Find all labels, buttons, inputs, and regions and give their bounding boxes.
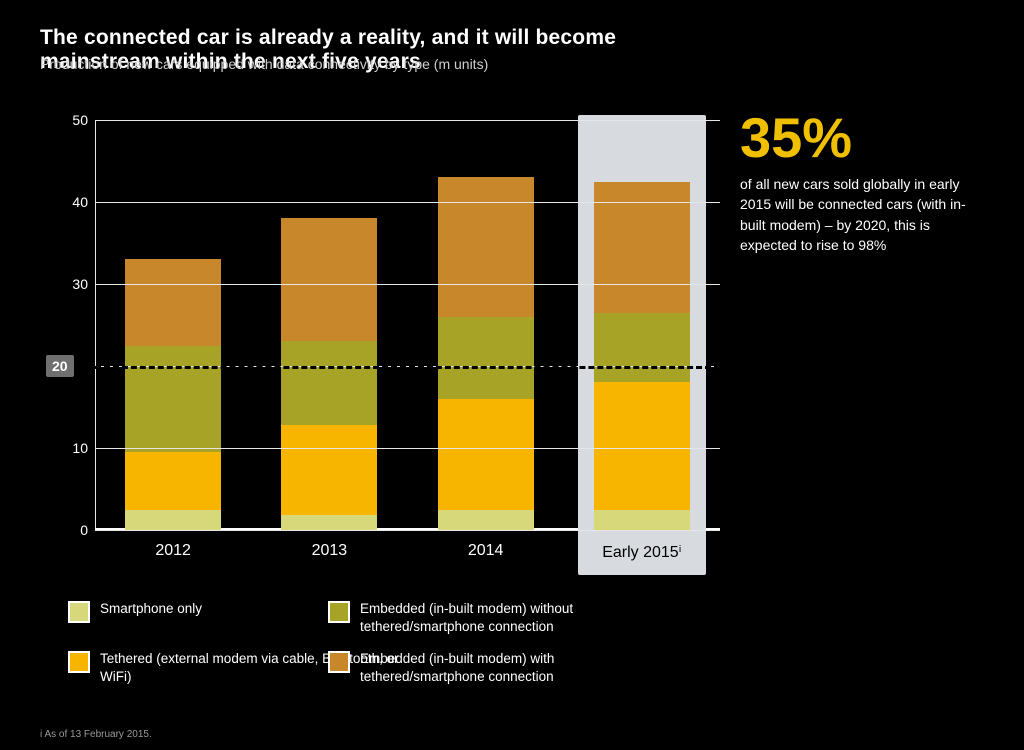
- reference-line: [95, 366, 720, 369]
- bar-segment-embedded_no: [281, 341, 377, 425]
- x-tick-label: 2012: [113, 542, 233, 560]
- callout-text: of all new cars sold globally in early 2…: [740, 174, 990, 255]
- title-line1: The connected car is already a reality, …: [40, 26, 616, 49]
- chart-subtitle: Production of new cars equipped with dat…: [40, 56, 488, 72]
- bar-segment-tethered: [438, 399, 534, 510]
- legend-item-embedded_no: Embedded (in-built modem) without tether…: [328, 600, 668, 636]
- x-tick-label: 2014: [426, 542, 546, 560]
- legend-swatch: [68, 601, 90, 623]
- bar-segment-embedded_no: [438, 317, 534, 399]
- bar-segment-embedded_with: [438, 177, 534, 316]
- bar-segment-tethered: [281, 425, 377, 515]
- gridline: [95, 120, 720, 121]
- y-tick-label: 40: [40, 194, 88, 210]
- bar-segment-embedded_with: [125, 259, 221, 345]
- gridline: [95, 530, 720, 531]
- legend-swatch: [68, 651, 90, 673]
- bar-segment-smartphone: [594, 510, 690, 531]
- legend-label: Embedded (in-built modem) without tether…: [360, 600, 668, 636]
- y-tick-label: 10: [40, 440, 88, 456]
- bar-segment-tethered: [125, 452, 221, 509]
- bar-segment-smartphone: [438, 510, 534, 531]
- bar-segment-embedded_no: [594, 313, 690, 383]
- gridline: [95, 284, 720, 285]
- bar-area: [95, 120, 720, 530]
- stacked-bar-chart: 0 10 20 30 40 50 2012 2013 2014 Early 2015ⁱ: [40, 110, 720, 580]
- bar-segment-smartphone: [281, 515, 377, 530]
- forecast-label: Early 2015ⁱ: [578, 542, 706, 562]
- gridline: [95, 202, 720, 203]
- legend-label: Embedded (in-built modem) with tethered/…: [360, 650, 668, 686]
- y-tick-label: 30: [40, 276, 88, 292]
- x-tick-label: 2013: [269, 542, 389, 560]
- y-tick-label: 0: [40, 522, 88, 538]
- gridline: [95, 448, 720, 449]
- footnote: i As of 13 February 2015.: [40, 729, 152, 740]
- bar-segment-tethered: [594, 382, 690, 509]
- legend-item-embedded_with: Embedded (in-built modem) with tethered/…: [328, 650, 668, 686]
- bar-segment-embedded_no: [125, 346, 221, 453]
- legend-label: Smartphone only: [100, 600, 202, 618]
- y-tick-label: 20: [46, 355, 74, 377]
- bar-segment-smartphone: [125, 510, 221, 531]
- callout-number: 35%: [740, 110, 990, 166]
- y-tick-label: 50: [40, 112, 88, 128]
- callout-panel: 35% of all new cars sold globally in ear…: [740, 110, 990, 255]
- legend-swatch: [328, 651, 350, 673]
- legend-swatch: [328, 601, 350, 623]
- bar-segment-embedded_with: [281, 218, 377, 341]
